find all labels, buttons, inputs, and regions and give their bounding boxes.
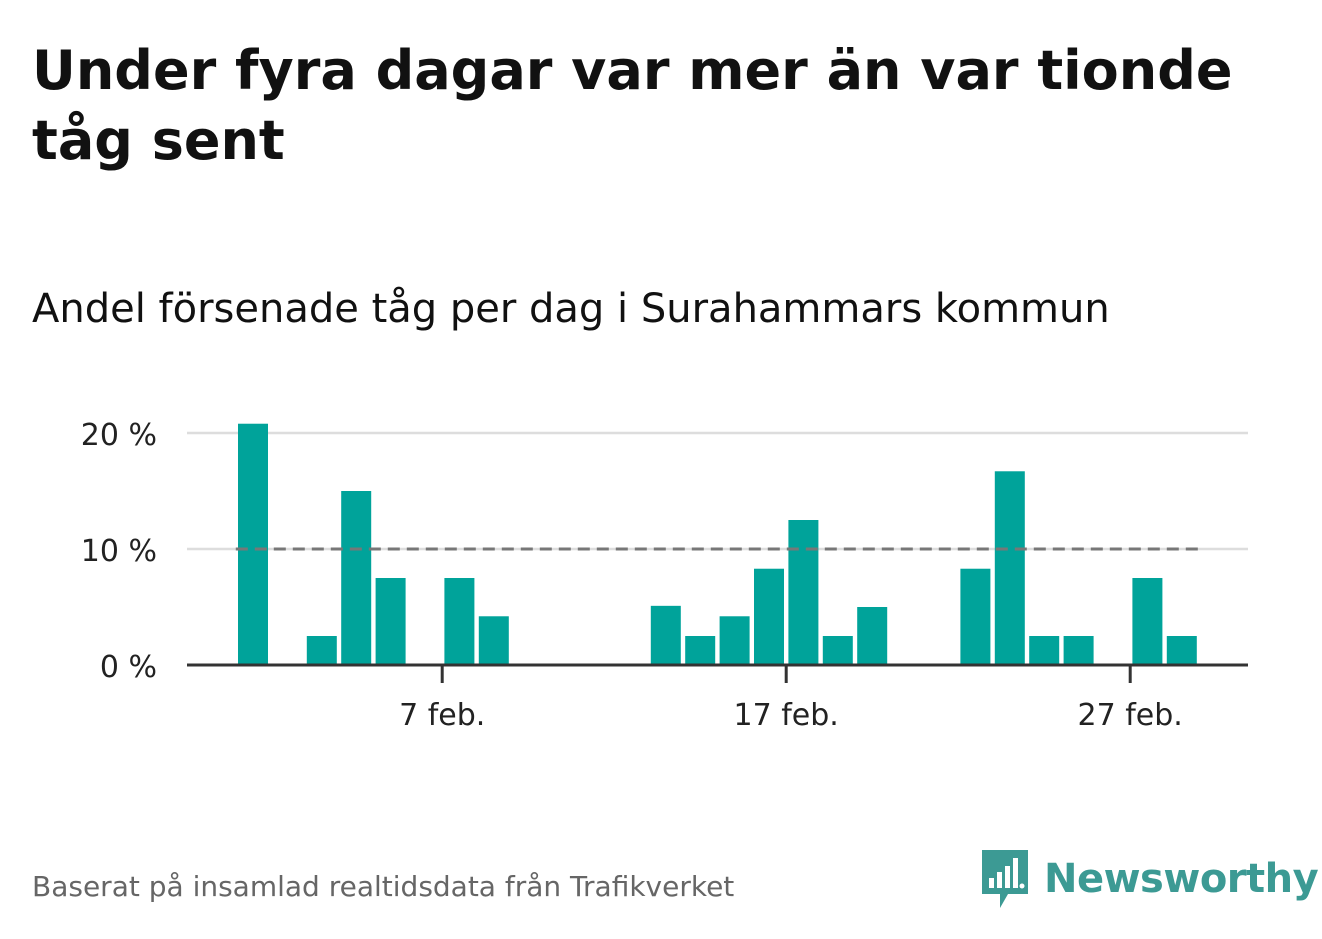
newsworthy-logo-icon [982, 850, 1028, 908]
bar [650, 605, 681, 665]
bar [788, 520, 819, 665]
y-tick-label: 20 % [81, 418, 157, 453]
source-note: Baserat på insamlad realtidsdata från Tr… [32, 870, 735, 903]
x-tick-label: 27 feb. [1078, 698, 1183, 733]
chart-title: Under fyra dagar var mer än var tionde t… [32, 39, 1233, 172]
y-tick-label: 10 % [81, 534, 157, 569]
bar [822, 636, 853, 665]
bar [478, 616, 509, 665]
bar [994, 471, 1025, 665]
bar [857, 607, 888, 665]
bar [685, 636, 716, 665]
brand-name: Newsworthy [1044, 856, 1319, 902]
bar [1166, 636, 1197, 665]
bar [960, 568, 991, 665]
bar [719, 616, 750, 665]
bar [375, 578, 406, 665]
bar [1029, 636, 1060, 665]
bar [341, 491, 372, 665]
bar [1132, 578, 1163, 665]
chart-subtitle: Andel försenade tåg per dag i Surahammar… [32, 286, 1110, 332]
bar [238, 423, 268, 665]
bar [444, 578, 475, 665]
bar [754, 568, 784, 665]
brand-logo: Newsworthy [980, 846, 1319, 912]
x-tick-label: 17 feb. [734, 698, 839, 733]
x-tick-label: 7 feb. [399, 698, 485, 733]
y-tick-label: 0 % [100, 650, 157, 685]
bar [1063, 636, 1094, 665]
bar [306, 636, 337, 665]
